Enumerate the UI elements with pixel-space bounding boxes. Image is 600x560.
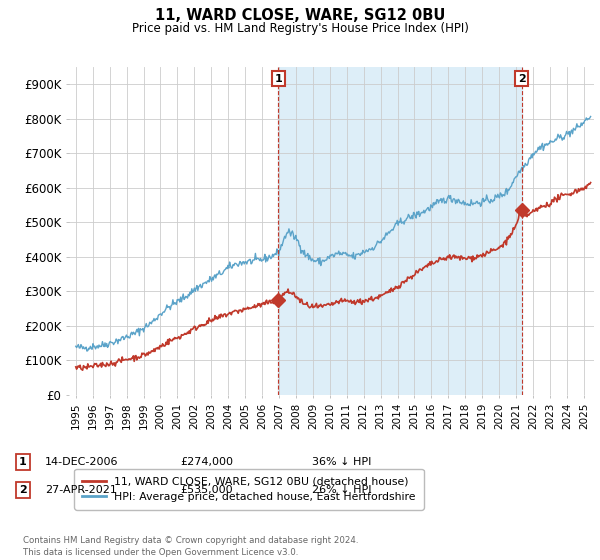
Text: Price paid vs. HM Land Registry's House Price Index (HPI): Price paid vs. HM Land Registry's House … <box>131 22 469 35</box>
Text: 36% ↓ HPI: 36% ↓ HPI <box>312 457 371 467</box>
Text: Contains HM Land Registry data © Crown copyright and database right 2024.
This d: Contains HM Land Registry data © Crown c… <box>23 536 358 557</box>
Text: 26% ↓ HPI: 26% ↓ HPI <box>312 485 371 495</box>
Text: 1: 1 <box>274 74 282 83</box>
Text: 2: 2 <box>518 74 526 83</box>
Bar <box>278 67 521 395</box>
Text: 11, WARD CLOSE, WARE, SG12 0BU: 11, WARD CLOSE, WARE, SG12 0BU <box>155 8 445 24</box>
Legend: 11, WARD CLOSE, WARE, SG12 0BU (detached house), HPI: Average price, detached ho: 11, WARD CLOSE, WARE, SG12 0BU (detached… <box>74 469 424 510</box>
Text: 1: 1 <box>19 457 26 467</box>
Text: £274,000: £274,000 <box>180 457 233 467</box>
Text: 27-APR-2021: 27-APR-2021 <box>45 485 117 495</box>
Text: 14-DEC-2006: 14-DEC-2006 <box>45 457 119 467</box>
Text: 2: 2 <box>19 485 26 495</box>
Text: £535,000: £535,000 <box>180 485 233 495</box>
